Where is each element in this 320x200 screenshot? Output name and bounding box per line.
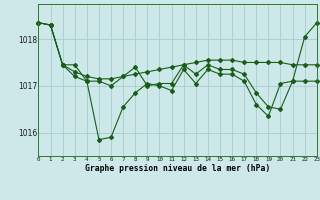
X-axis label: Graphe pression niveau de la mer (hPa): Graphe pression niveau de la mer (hPa): [85, 164, 270, 173]
